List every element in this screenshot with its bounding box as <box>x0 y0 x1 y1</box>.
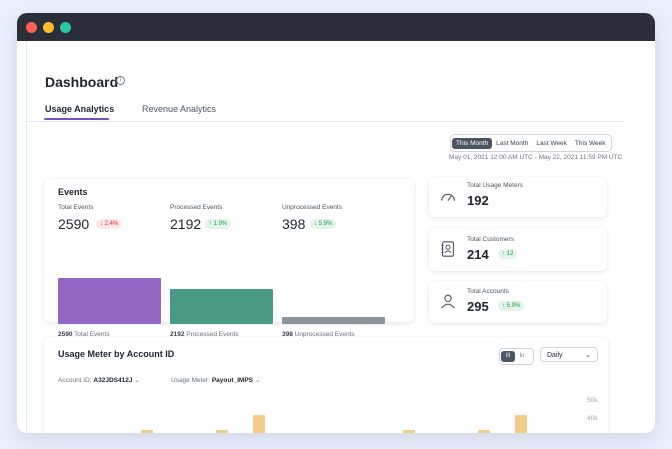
bar-baseline <box>58 324 400 325</box>
date-range-text: May 01, 2021 12:00 AM UTC - May 22, 2021… <box>449 154 623 161</box>
total-customers-change-badge: ↑ 12 <box>498 249 518 259</box>
page-title: Dashboard <box>45 74 119 90</box>
total-customers-value: 214 <box>467 247 489 262</box>
interval-select-value: Daily <box>547 352 563 359</box>
usage-meter-filter-value: Payout_IMPS <box>211 377 254 384</box>
usage-meter-filter[interactable]: Usage Meter: Payout_IMPS ⌄ <box>171 376 260 384</box>
account-filter[interactable]: Account ID: A32JDS412J ⌄ <box>58 376 140 384</box>
user-icon <box>441 294 455 309</box>
total-usage-meters-value: 192 <box>467 193 489 208</box>
contact-book-icon <box>441 241 454 257</box>
total-accounts-card[interactable]: Total Accounts 295 ↑ 5.9% <box>429 281 607 323</box>
title-bar <box>17 13 655 41</box>
bar-chart-toggle[interactable]: ill <box>501 351 515 362</box>
processed-events-bar <box>170 289 273 324</box>
dashboard-content: Dashboard i Usage Analytics Revenue Anal… <box>17 41 655 433</box>
usage-bar <box>253 415 265 433</box>
total-events-bar <box>58 278 161 324</box>
close-window-dot[interactable] <box>26 21 37 33</box>
processed-events-value: 2192 <box>170 216 202 232</box>
range-last-month-button[interactable]: Last Month <box>496 139 529 147</box>
sidebar-divider <box>26 41 27 433</box>
usage-bar <box>403 430 415 433</box>
unprocessed-events-change-badge: ↓ 5.9% <box>310 219 337 229</box>
total-events-caption: 2590 Total Events <box>58 331 110 338</box>
total-customers-card[interactable]: Total Customers 214 ↑ 12 <box>429 228 607 271</box>
gauge-icon <box>441 193 455 201</box>
total-events-value: 2590 <box>58 216 90 232</box>
unprocessed-events-caption-value: 398 <box>282 331 293 338</box>
processed-events-caption: 2192 Processed Events <box>170 331 239 338</box>
chart-type-toggle: ill lıı <box>499 348 534 365</box>
range-this-month-button[interactable]: This Month <box>452 137 493 149</box>
line-chart-toggle[interactable]: lıı <box>519 353 525 359</box>
unprocessed-events-bar <box>282 317 385 324</box>
total-events-caption-text: Total Events <box>72 331 110 338</box>
interval-select[interactable]: Daily ⌄ <box>540 347 598 362</box>
unprocessed-events-caption-text: Unprocessed Events <box>292 331 355 338</box>
total-events-label: Total Events <box>58 204 94 211</box>
maximize-window-dot[interactable] <box>60 21 71 33</box>
unprocessed-events-caption: 398 Unprocessed Events <box>282 331 355 338</box>
account-filter-value: A32JDS412J <box>93 377 133 384</box>
processed-events-caption-value: 2192 <box>170 331 185 338</box>
total-events-caption-value: 2590 <box>58 331 73 338</box>
range-this-week-button[interactable]: This Week <box>574 139 606 147</box>
total-usage-meters-label: Total Usage Meters <box>467 182 523 189</box>
unprocessed-events-label: Unprocessed Events <box>282 204 342 211</box>
date-range-selector: This Month Last Month Last Week This Wee… <box>450 134 612 152</box>
y-tick-50k: 50k <box>587 397 598 404</box>
usage-meter-filter-label: Usage Meter: <box>171 377 211 384</box>
range-last-week-button[interactable]: Last Week <box>536 139 567 147</box>
chevron-down-icon: ⌄ <box>585 352 591 359</box>
info-icon[interactable]: i <box>116 76 125 85</box>
usage-bar <box>515 415 527 433</box>
chevron-down-icon: ⌄ <box>134 377 140 384</box>
usage-meter-card: Usage Meter by Account ID ill lıı Daily ⌄… <box>44 337 608 433</box>
account-filter-label: Account ID: <box>58 377 92 384</box>
unprocessed-events-value: 398 <box>282 216 306 232</box>
total-events-change-badge: ↓ 2.4% <box>96 219 123 229</box>
y-tick-40k: 40k <box>587 415 598 422</box>
usage-bar <box>478 430 490 433</box>
app-window: Dashboard i Usage Analytics Revenue Anal… <box>17 13 655 433</box>
total-accounts-value: 295 <box>467 299 489 314</box>
processed-events-label: Processed Events <box>170 204 223 211</box>
tabs-divider <box>26 121 624 122</box>
processed-events-caption-text: Processed Events <box>184 331 239 338</box>
usage-bar <box>216 430 228 433</box>
total-usage-meters-card[interactable]: Total Usage Meters 192 <box>429 177 607 217</box>
processed-events-change-badge: ↑ 1.9% <box>205 219 232 229</box>
tab-usage-analytics[interactable]: Usage Analytics <box>45 104 115 114</box>
events-title: Events <box>58 187 88 197</box>
active-tab-indicator <box>44 118 109 120</box>
usage-bar <box>141 430 153 433</box>
total-accounts-label: Total Accounts <box>467 288 509 295</box>
usage-meter-title: Usage Meter by Account ID <box>58 349 175 359</box>
chevron-down-icon: ⌄ <box>254 377 261 384</box>
events-card: Events Total Events 2590 ↓ 2.4% Processe… <box>44 179 414 338</box>
total-accounts-change-badge: ↑ 5.9% <box>498 301 525 311</box>
minimize-window-dot[interactable] <box>43 21 54 33</box>
tab-revenue-analytics[interactable]: Revenue Analytics <box>142 104 217 114</box>
total-customers-label: Total Customers <box>467 236 514 243</box>
